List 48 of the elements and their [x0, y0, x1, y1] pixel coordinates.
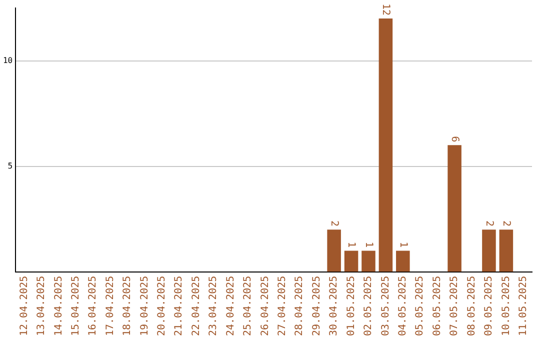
- x-tick-label: 07.05.2025: [449, 276, 460, 336]
- x-tick-label: 01.05.2025: [346, 276, 357, 336]
- x-tick-label: 23.04.2025: [208, 276, 220, 336]
- x-tick-label: 08.05.2025: [466, 276, 478, 336]
- x-tick-label: 25.04.2025: [242, 276, 254, 336]
- x-tick-label: 26.04.2025: [260, 276, 271, 336]
- x-tick-label: 18.04.2025: [122, 276, 134, 336]
- data-label: 1: [346, 242, 357, 248]
- x-tick-label: 27.04.2025: [277, 276, 288, 336]
- x-tick-label: 05.05.2025: [414, 276, 426, 336]
- x-tick-label: 12.04.2025: [18, 276, 30, 336]
- x-tick-label: 14.04.2025: [53, 276, 64, 336]
- x-tick-label: 30.04.2025: [328, 276, 340, 336]
- x-tick-label: 09.05.2025: [484, 276, 495, 336]
- data-label: 2: [500, 220, 512, 227]
- x-tick-label: 21.04.2025: [174, 276, 185, 336]
- data-label: 12: [380, 4, 392, 16]
- data-label: 6: [448, 136, 460, 142]
- x-tick-label: 03.05.2025: [380, 276, 392, 336]
- x-tick-label: 11.05.2025: [518, 276, 529, 336]
- x-tick-label: 19.04.2025: [139, 276, 150, 336]
- bar: [499, 230, 514, 272]
- x-tick-label: 15.04.2025: [70, 276, 82, 336]
- x-tick-label: 02.05.2025: [363, 276, 374, 336]
- data-label: 2: [328, 220, 340, 227]
- x-tick-label: 10.05.2025: [500, 276, 512, 336]
- bar: [344, 250, 358, 272]
- x-tick-label: 29.04.2025: [311, 276, 322, 336]
- data-label: 1: [362, 242, 374, 248]
- y-tick-label: 10: [2, 56, 13, 65]
- x-tick-label: 17.04.2025: [104, 276, 116, 336]
- x-tick-label: 16.04.2025: [88, 276, 99, 336]
- x-tick-label: 24.04.2025: [225, 276, 236, 336]
- bar: [482, 230, 496, 272]
- bar: [448, 145, 462, 272]
- x-tick-label: 06.05.2025: [432, 276, 443, 336]
- bar: [378, 18, 393, 272]
- x-tick-label: 13.04.2025: [36, 276, 48, 336]
- x-tick-label: 04.05.2025: [398, 276, 408, 336]
- data-label: 2: [483, 220, 494, 227]
- data-label: 1: [397, 242, 408, 248]
- bar: [362, 250, 376, 272]
- bar: [396, 250, 410, 272]
- bar: [327, 230, 341, 272]
- x-tick-label: 20.04.2025: [156, 276, 168, 336]
- y-tick-label: 5: [8, 161, 13, 170]
- x-tick-label: 22.04.2025: [190, 276, 202, 336]
- x-tick-label: 28.04.2025: [294, 276, 306, 336]
